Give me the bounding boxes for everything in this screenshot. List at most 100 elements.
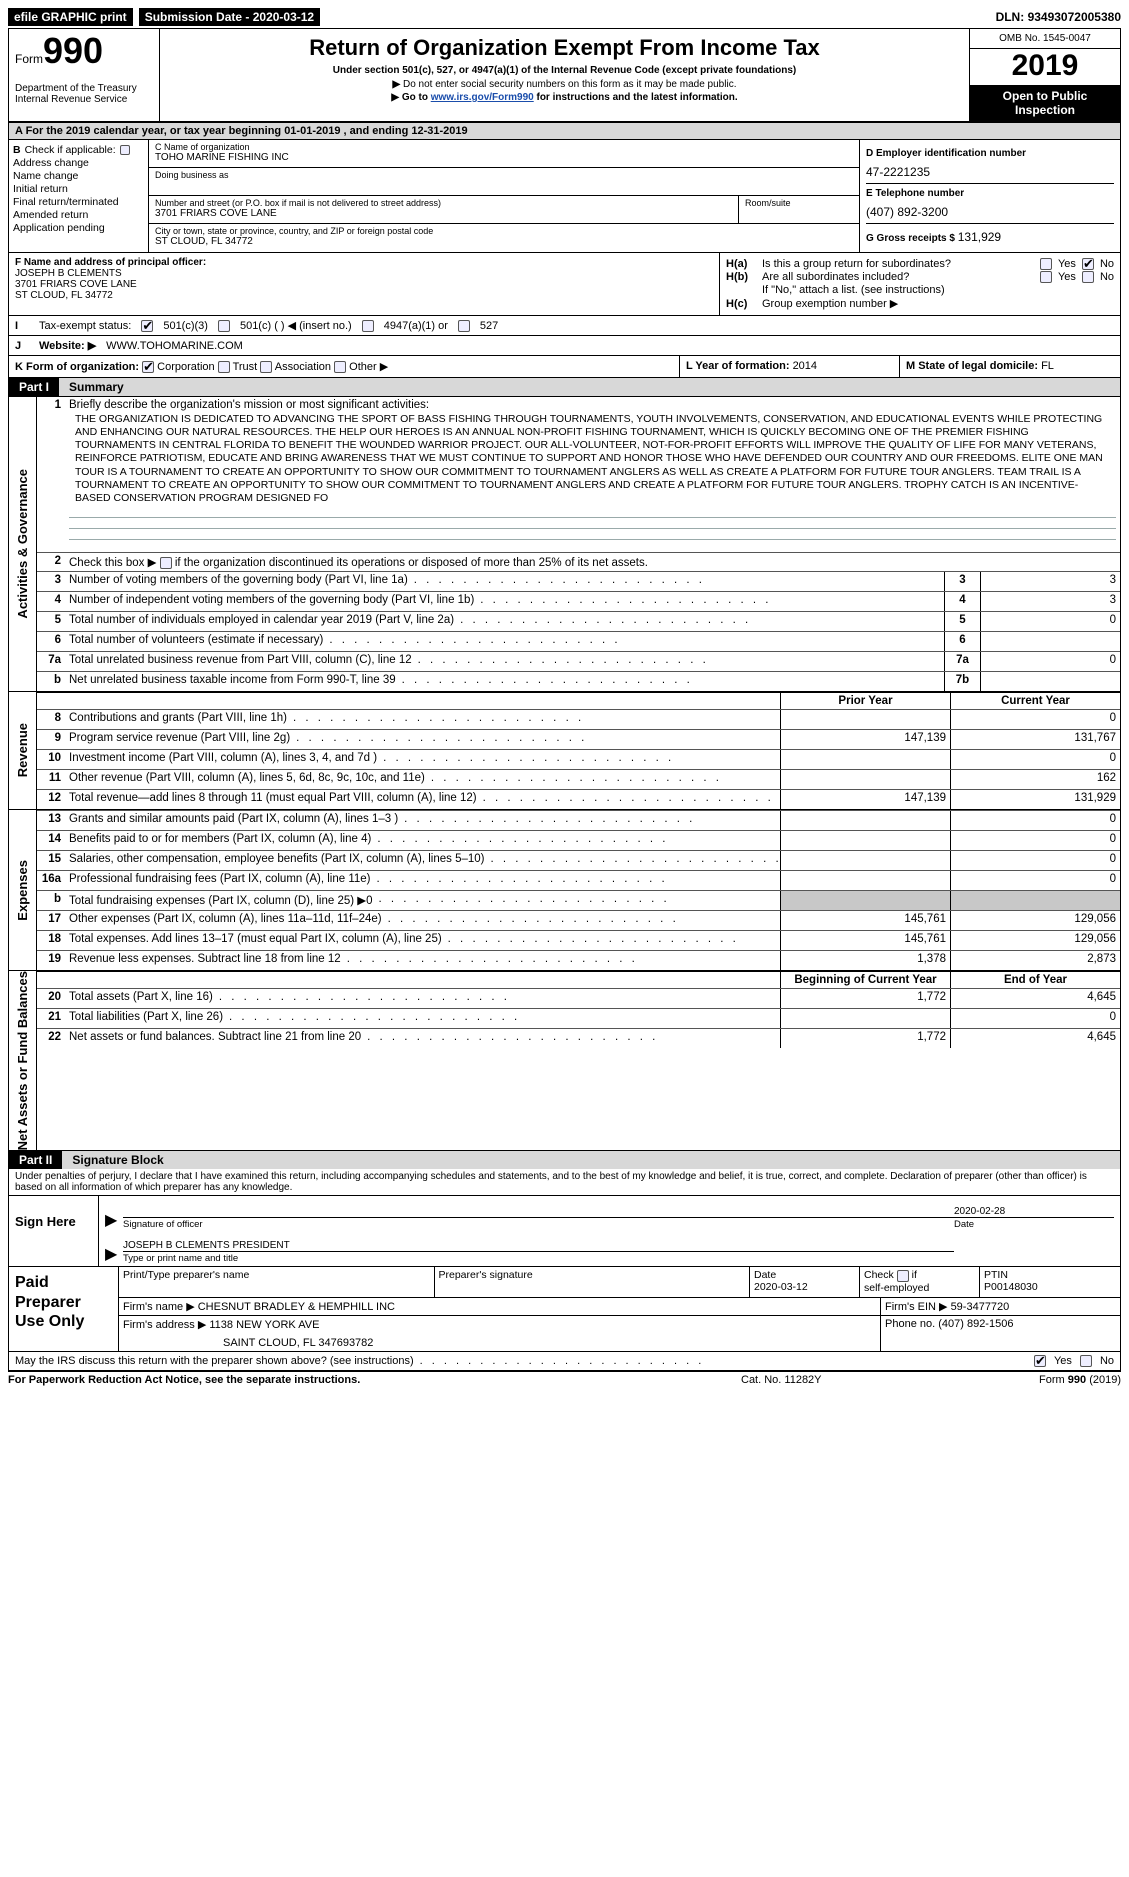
prep-date-label: Date <box>754 1269 776 1281</box>
i-501c3-checkbox[interactable] <box>141 320 153 332</box>
prep-selfemp: Check ifself-employed <box>860 1267 980 1297</box>
section-a-bar: A For the 2019 calendar year, or tax yea… <box>9 122 1120 140</box>
c-dba-label: Doing business as <box>155 170 853 180</box>
dept-irs: Internal Revenue Service <box>15 94 153 105</box>
firm-addr-label: Firm's address ▶ <box>123 1319 209 1331</box>
current-year-val: 129,056 <box>950 931 1120 950</box>
summary-row: bNet unrelated business taxable income f… <box>37 671 1120 691</box>
firm-ein: 59-3477720 <box>951 1301 1010 1313</box>
ha-no-checkbox[interactable] <box>1082 258 1094 270</box>
irs-link[interactable]: www.irs.gov/Form990 <box>431 92 534 103</box>
k-assoc-checkbox[interactable] <box>260 361 272 373</box>
b-item: Address change <box>13 157 89 169</box>
i-527-checkbox[interactable] <box>458 320 470 332</box>
b-item: Final return/terminated <box>13 196 119 208</box>
current-year-val: 4,645 <box>950 1029 1120 1048</box>
line-boxval: 3 <box>980 572 1120 591</box>
hb-yes-checkbox[interactable] <box>1040 271 1052 283</box>
line-desc: Grants and similar amounts paid (Part IX… <box>69 811 780 830</box>
part2-label: Part II <box>9 1151 62 1169</box>
section-klm: K Form of organization: Corporation Trus… <box>9 355 1120 377</box>
line-desc: Revenue less expenses. Subtract line 18 … <box>69 951 780 970</box>
gross-value: 131,929 <box>958 230 1001 244</box>
line-boxnum: 7b <box>944 672 980 691</box>
hc-question: Group exemption number ▶ <box>762 297 898 310</box>
current-year-val: 0 <box>950 871 1120 890</box>
line-num: 5 <box>37 612 69 631</box>
ptin-value: P00148030 <box>984 1281 1038 1293</box>
i-label: Tax-exempt status: <box>39 320 131 332</box>
section-i: I Tax-exempt status: 501(c)(3) 501(c) ( … <box>9 315 1120 335</box>
summary-row: 7aTotal unrelated business revenue from … <box>37 651 1120 671</box>
section-k: K Form of organization: Corporation Trus… <box>9 356 680 377</box>
summary-row: 4Number of independent voting members of… <box>37 591 1120 611</box>
line-boxval: 3 <box>980 592 1120 611</box>
prior-year-val <box>780 1009 950 1028</box>
line-num: 8 <box>37 710 69 729</box>
current-year-val: 0 <box>950 831 1120 850</box>
line-desc: Professional fundraising fees (Part IX, … <box>69 871 780 890</box>
section-d: D Employer identification number 47-2221… <box>860 140 1120 252</box>
line-desc: Net unrelated business taxable income fr… <box>69 672 944 691</box>
sig-officer-caption: Signature of officer <box>123 1217 954 1230</box>
firm-name-label: Firm's name ▶ <box>123 1301 198 1313</box>
current-year-val: 0 <box>950 750 1120 769</box>
org-name: TOHO MARINE FISHING INC <box>155 152 853 163</box>
form-number: Form990 <box>15 33 153 69</box>
value-row: bTotal fundraising expenses (Part IX, co… <box>37 890 1120 910</box>
line-num: 12 <box>37 790 69 809</box>
eoy-hdr: End of Year <box>950 972 1120 988</box>
submission-date: 2020-03-12 <box>253 10 314 24</box>
line-num: 19 <box>37 951 69 970</box>
k-trust-checkbox[interactable] <box>218 361 230 373</box>
header-right: OMB No. 1545-0047 2019 Open to Public In… <box>970 29 1120 121</box>
dln-value: 93493072005380 <box>1028 10 1121 24</box>
officer-name: JOSEPH B CLEMENTS <box>15 268 713 279</box>
paid-preparer-block: Paid Preparer Use Only Print/Type prepar… <box>9 1266 1120 1351</box>
prior-year-val: 145,761 <box>780 931 950 950</box>
part2-header: Part II Signature Block <box>9 1150 1120 1169</box>
dept-treasury: Department of the Treasury <box>15 83 153 94</box>
selfemp-checkbox[interactable] <box>897 1270 909 1282</box>
k-other-checkbox[interactable] <box>334 361 346 373</box>
value-row: 19Revenue less expenses. Subtract line 1… <box>37 950 1120 970</box>
prior-year-val: 1,378 <box>780 951 950 970</box>
j-label: Website: ▶ <box>39 339 96 352</box>
ha-yes-checkbox[interactable] <box>1040 258 1052 270</box>
hb-no-checkbox[interactable] <box>1082 271 1094 283</box>
na-sidelabel: Net Assets or Fund Balances <box>9 971 37 1150</box>
top-bar: efile GRAPHIC print Submission Date - 20… <box>8 8 1121 26</box>
i-501c-checkbox[interactable] <box>218 320 230 332</box>
form-sub3: ▶ Go to www.irs.gov/Form990 for instruct… <box>166 92 963 103</box>
activities-governance-block: Activities & Governance 1 Briefly descri… <box>9 396 1120 691</box>
k-corp-checkbox[interactable] <box>142 361 154 373</box>
i-4947-checkbox[interactable] <box>362 320 374 332</box>
current-year-val: 0 <box>950 811 1120 830</box>
summary-row: 3Number of voting members of the governi… <box>37 571 1120 591</box>
officer-street: 3701 FRIARS COVE LANE <box>15 279 713 290</box>
header-left: Form990 Department of the Treasury Inter… <box>9 29 159 121</box>
line-boxnum: 7a <box>944 652 980 671</box>
dln-label: DLN: <box>996 10 1028 24</box>
part1-header: Part I Summary <box>9 377 1120 396</box>
submission-label: Submission Date - <box>145 10 253 24</box>
line-boxval: 0 <box>980 652 1120 671</box>
paperwork-notice: For Paperwork Reduction Act Notice, see … <box>8 1374 741 1386</box>
irs-no-checkbox[interactable] <box>1080 1355 1092 1367</box>
checkbox[interactable] <box>120 145 130 155</box>
current-year-val: 129,056 <box>950 911 1120 930</box>
line-num: b <box>37 891 69 910</box>
ag-sidelabel: Activities & Governance <box>9 397 37 691</box>
firm-addr2: SAINT CLOUD, FL 347693782 <box>123 1337 876 1349</box>
sign-here-block: Sign Here ▶ Signature of officer 2020-02… <box>9 1195 1120 1266</box>
expenses-block: Expenses 13Grants and similar amounts pa… <box>9 809 1120 970</box>
ein-label: D Employer identification number <box>866 148 1114 159</box>
irs-yes-checkbox[interactable] <box>1034 1355 1046 1367</box>
section-bcd: B Check if applicable: Address change Na… <box>9 140 1120 252</box>
current-year-val: 131,929 <box>950 790 1120 809</box>
line-desc: Total assets (Part X, line 16) <box>69 989 780 1008</box>
b-item: Application pending <box>13 222 105 234</box>
line-num: 3 <box>37 572 69 591</box>
header-mid: Return of Organization Exempt From Incom… <box>159 29 970 121</box>
l2-checkbox[interactable] <box>160 557 172 569</box>
